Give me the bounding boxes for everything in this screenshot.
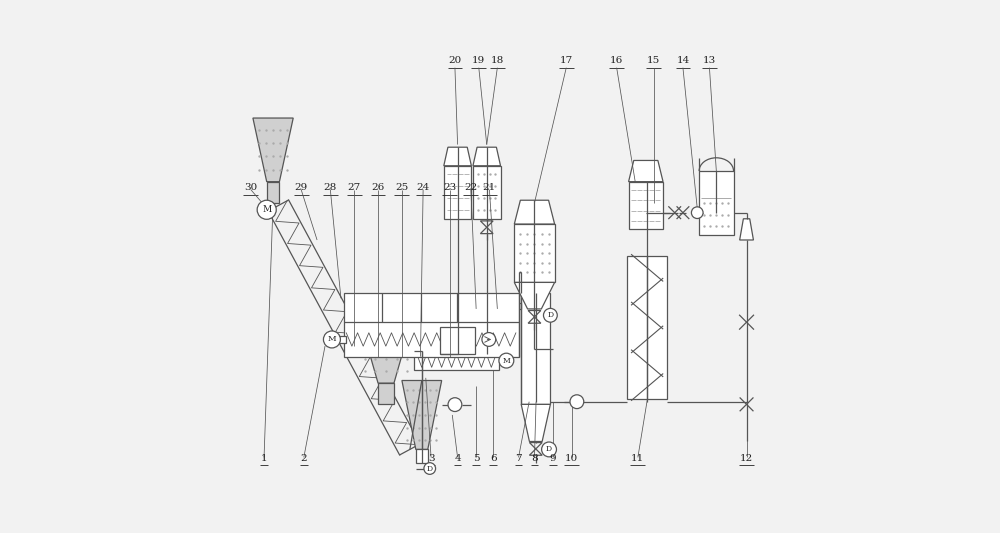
- Bar: [521, 293, 550, 405]
- Text: 3: 3: [428, 454, 434, 463]
- Circle shape: [323, 331, 340, 348]
- Text: 21: 21: [483, 183, 496, 192]
- Text: 5: 5: [473, 454, 479, 463]
- Text: M: M: [328, 335, 336, 343]
- Bar: [416, 449, 428, 463]
- Bar: [699, 171, 734, 235]
- Bar: [629, 182, 663, 229]
- Text: 28: 28: [324, 183, 337, 192]
- Text: 4: 4: [454, 454, 461, 463]
- Circle shape: [499, 353, 514, 368]
- Circle shape: [482, 333, 496, 346]
- Text: 10: 10: [565, 454, 578, 463]
- Text: 15: 15: [647, 56, 660, 65]
- Bar: [414, 351, 499, 370]
- Bar: [627, 256, 667, 399]
- Text: D: D: [547, 311, 553, 319]
- Circle shape: [424, 463, 436, 474]
- Text: 1: 1: [261, 454, 267, 463]
- Text: 13: 13: [703, 56, 716, 65]
- Text: 8: 8: [531, 454, 538, 463]
- Polygon shape: [629, 160, 663, 182]
- Text: 12: 12: [740, 454, 753, 463]
- Polygon shape: [444, 147, 471, 166]
- Circle shape: [691, 207, 703, 219]
- Polygon shape: [514, 200, 555, 224]
- Text: 24: 24: [416, 183, 430, 192]
- Bar: [444, 166, 471, 219]
- Text: D: D: [546, 446, 552, 454]
- Text: 26: 26: [371, 183, 385, 192]
- Text: 27: 27: [348, 183, 361, 192]
- Text: 29: 29: [295, 183, 308, 192]
- Polygon shape: [253, 118, 293, 182]
- Bar: [473, 166, 501, 219]
- Polygon shape: [740, 219, 753, 240]
- Text: 7: 7: [515, 454, 522, 463]
- Circle shape: [448, 398, 462, 411]
- Text: 19: 19: [472, 56, 485, 65]
- Text: 6: 6: [490, 454, 496, 463]
- Text: 20: 20: [448, 56, 462, 65]
- Text: M: M: [262, 205, 271, 214]
- Text: 25: 25: [395, 183, 409, 192]
- Text: M: M: [502, 357, 510, 365]
- Bar: [514, 224, 555, 282]
- Bar: [344, 293, 519, 357]
- Polygon shape: [521, 405, 550, 441]
- Text: 17: 17: [560, 56, 573, 65]
- Text: 2: 2: [301, 454, 307, 463]
- Circle shape: [257, 200, 276, 219]
- Text: 22: 22: [464, 183, 477, 192]
- Text: 23: 23: [443, 183, 456, 192]
- Bar: [378, 383, 394, 405]
- Bar: [267, 182, 279, 203]
- Circle shape: [543, 309, 557, 322]
- Text: 18: 18: [491, 56, 504, 65]
- Bar: [440, 327, 475, 354]
- Text: 9: 9: [550, 454, 556, 463]
- Polygon shape: [514, 282, 555, 309]
- Text: D: D: [427, 465, 433, 473]
- Text: 30: 30: [244, 183, 257, 192]
- Circle shape: [570, 395, 584, 409]
- Polygon shape: [357, 309, 415, 383]
- Circle shape: [542, 442, 556, 457]
- Bar: [339, 336, 346, 343]
- Polygon shape: [402, 381, 442, 449]
- Text: 14: 14: [676, 56, 690, 65]
- Text: 11: 11: [631, 454, 644, 463]
- Text: 16: 16: [610, 56, 623, 65]
- Polygon shape: [473, 147, 501, 166]
